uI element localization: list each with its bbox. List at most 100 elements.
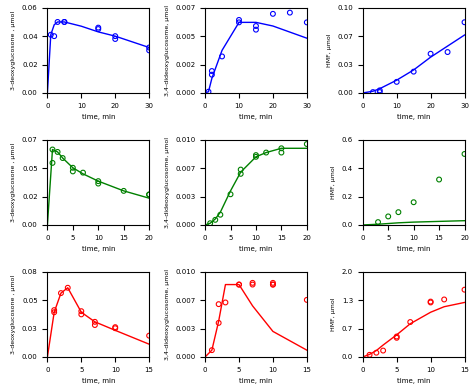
X-axis label: time, min: time, min [82, 246, 115, 252]
Point [91, 322, 99, 328]
Point [235, 17, 243, 23]
Point [146, 191, 153, 197]
Y-axis label: 3,4-dideoxyglucosome, μmol: 3,4-dideoxyglucosome, μmol [164, 269, 170, 360]
Point [54, 149, 61, 155]
Point [278, 145, 285, 151]
Point [369, 89, 377, 95]
Point [47, 32, 55, 38]
Point [111, 324, 119, 330]
Point [50, 309, 58, 315]
Point [57, 290, 65, 296]
Point [94, 24, 102, 31]
Point [146, 47, 153, 54]
Point [262, 149, 270, 156]
Point [237, 166, 245, 173]
Point [94, 26, 102, 32]
Point [59, 155, 66, 161]
Point [278, 149, 285, 156]
Y-axis label: 3-deoxyglucosone , μmol: 3-deoxyglucosone , μmol [11, 143, 17, 222]
Point [249, 280, 256, 286]
Point [427, 51, 434, 57]
Point [374, 219, 382, 225]
Point [235, 281, 243, 288]
Point [440, 296, 448, 303]
Point [78, 311, 85, 317]
Y-axis label: 3-deoxyglucosone , μmol: 3-deoxyglucosone , μmol [11, 275, 17, 354]
Point [235, 19, 243, 26]
Point [64, 285, 72, 291]
Point [69, 168, 77, 175]
Point [410, 199, 418, 205]
Point [146, 333, 153, 339]
Point [206, 220, 214, 226]
Point [410, 69, 418, 75]
Point [366, 352, 374, 358]
X-axis label: time, min: time, min [397, 114, 430, 120]
Point [444, 49, 451, 55]
Point [303, 297, 310, 303]
Point [215, 320, 222, 326]
Point [393, 335, 401, 341]
Point [91, 319, 99, 325]
Point [208, 68, 216, 74]
Point [218, 53, 226, 59]
Point [146, 191, 153, 197]
Point [111, 33, 119, 39]
Point [373, 350, 380, 356]
Point [376, 87, 383, 94]
Point [269, 281, 277, 288]
Point [237, 171, 245, 177]
Point [94, 178, 102, 184]
Point [50, 307, 58, 313]
Point [217, 211, 224, 218]
Point [94, 180, 102, 187]
Point [222, 300, 229, 306]
Point [49, 160, 56, 166]
Point [394, 209, 402, 215]
Point [54, 19, 61, 25]
Point [393, 79, 401, 85]
Point [252, 23, 260, 29]
Point [269, 11, 277, 17]
Point [61, 19, 68, 25]
Point [384, 213, 392, 220]
Point [252, 26, 260, 33]
Point [78, 308, 85, 314]
Point [235, 281, 243, 288]
Point [208, 71, 216, 78]
Point [427, 298, 434, 305]
Point [427, 300, 434, 306]
Y-axis label: 3,4-dideoxyglucosome, μmol: 3,4-dideoxyglucosome, μmol [164, 5, 170, 96]
Point [208, 347, 216, 353]
X-axis label: time, min: time, min [239, 246, 273, 252]
Point [393, 333, 401, 340]
X-axis label: time, min: time, min [82, 114, 115, 120]
Point [461, 19, 468, 25]
Y-axis label: 3-deoxyglucosone , μmol: 3-deoxyglucosone , μmol [11, 11, 17, 90]
Point [303, 19, 310, 26]
Point [252, 154, 260, 160]
Y-axis label: 3,4-dideoxyglucosome, μmol: 3,4-dideoxyglucosome, μmol [164, 137, 170, 228]
Point [303, 141, 310, 147]
Point [146, 44, 153, 50]
Point [376, 89, 383, 95]
Point [269, 280, 277, 286]
Point [252, 152, 260, 158]
Point [69, 165, 77, 171]
Point [435, 177, 443, 183]
X-axis label: time, min: time, min [82, 378, 115, 384]
Point [407, 319, 414, 325]
Point [120, 188, 128, 194]
Y-axis label: HMF, μmol: HMF, μmol [331, 298, 336, 331]
Point [227, 191, 234, 197]
X-axis label: time, min: time, min [239, 378, 273, 384]
Point [111, 325, 119, 331]
Point [205, 88, 212, 95]
Y-axis label: HMF, μmol: HMF, μmol [331, 166, 336, 199]
Point [269, 281, 277, 288]
X-axis label: time, min: time, min [239, 114, 273, 120]
Point [50, 33, 58, 39]
Point [61, 19, 68, 25]
Point [211, 217, 219, 223]
Y-axis label: HMF, μmol: HMF, μmol [327, 34, 332, 67]
